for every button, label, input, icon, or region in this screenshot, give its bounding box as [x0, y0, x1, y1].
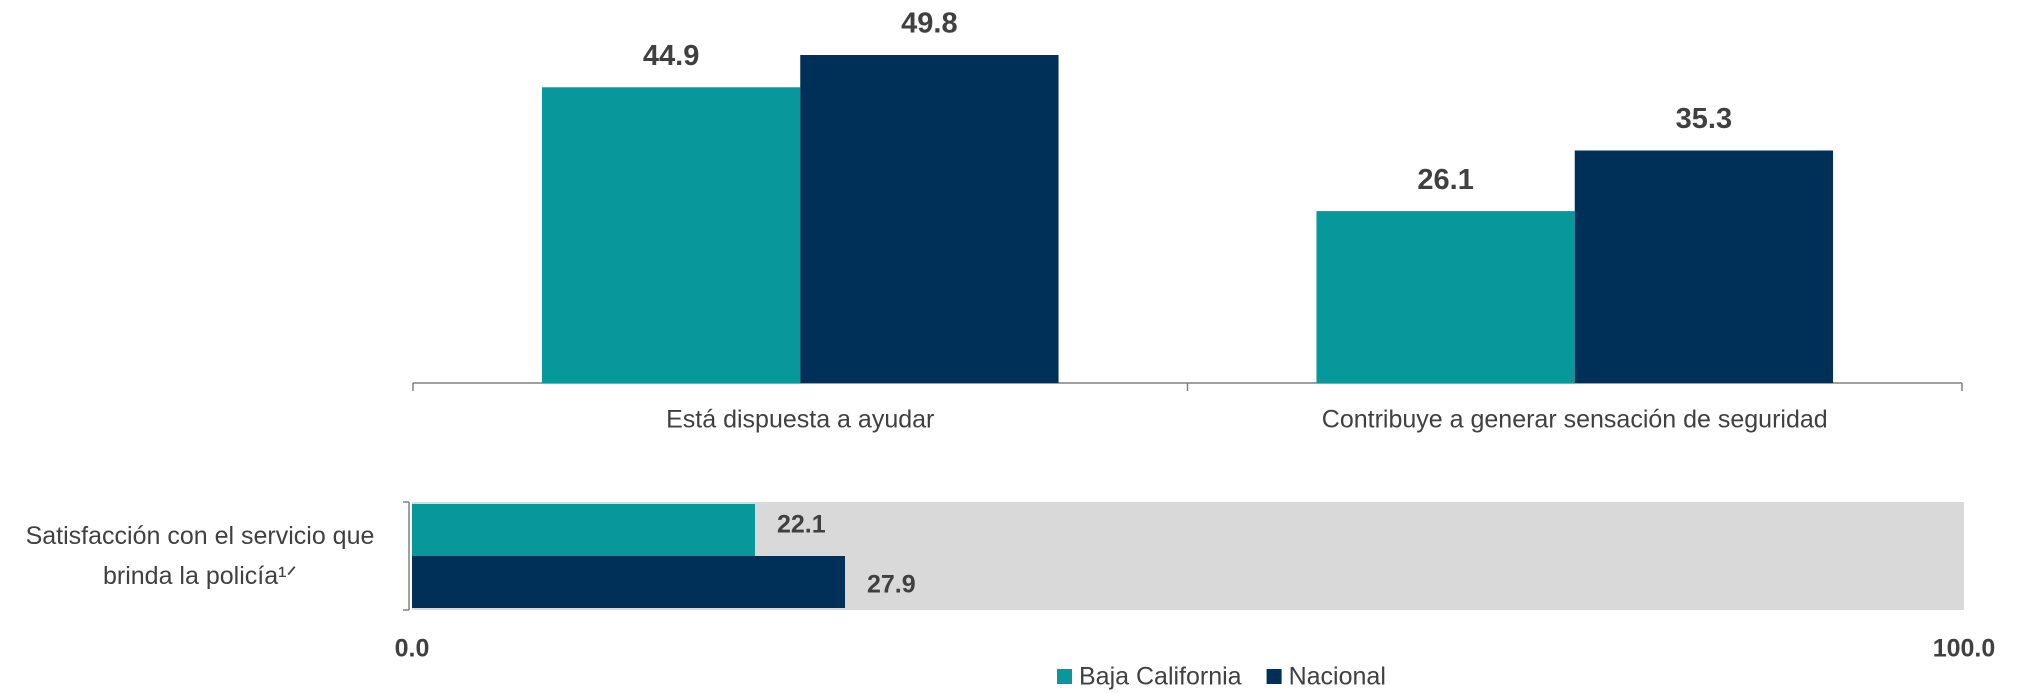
x-tick-label: 0.0 — [395, 635, 430, 663]
bar — [412, 504, 755, 556]
y-tick-label: Satisfacción con el servicio que brinda … — [25, 522, 375, 590]
value-label: 44.9 — [643, 40, 699, 72]
x-tick-label: Contribuye a generar sensación de seguri… — [1322, 406, 1828, 434]
x-tick-label: Está dispuesta a ayudar — [666, 406, 934, 434]
value-label: 49.8 — [901, 8, 957, 40]
x-tick-label: 100.0 — [1933, 635, 1996, 663]
bar — [412, 556, 846, 608]
bar — [1574, 150, 1834, 383]
value-label: 27.9 — [867, 571, 916, 599]
value-label: 35.3 — [1676, 103, 1732, 135]
bar — [800, 55, 1059, 383]
legend-label: Nacional — [1289, 663, 1386, 691]
bar — [541, 87, 801, 383]
legend-swatch — [1057, 669, 1072, 684]
value-label: 26.1 — [1417, 164, 1473, 196]
legend-swatch — [1266, 669, 1282, 684]
legend-label: Baja California — [1079, 663, 1242, 691]
value-label: 22.1 — [777, 511, 826, 539]
bar — [1316, 211, 1575, 383]
